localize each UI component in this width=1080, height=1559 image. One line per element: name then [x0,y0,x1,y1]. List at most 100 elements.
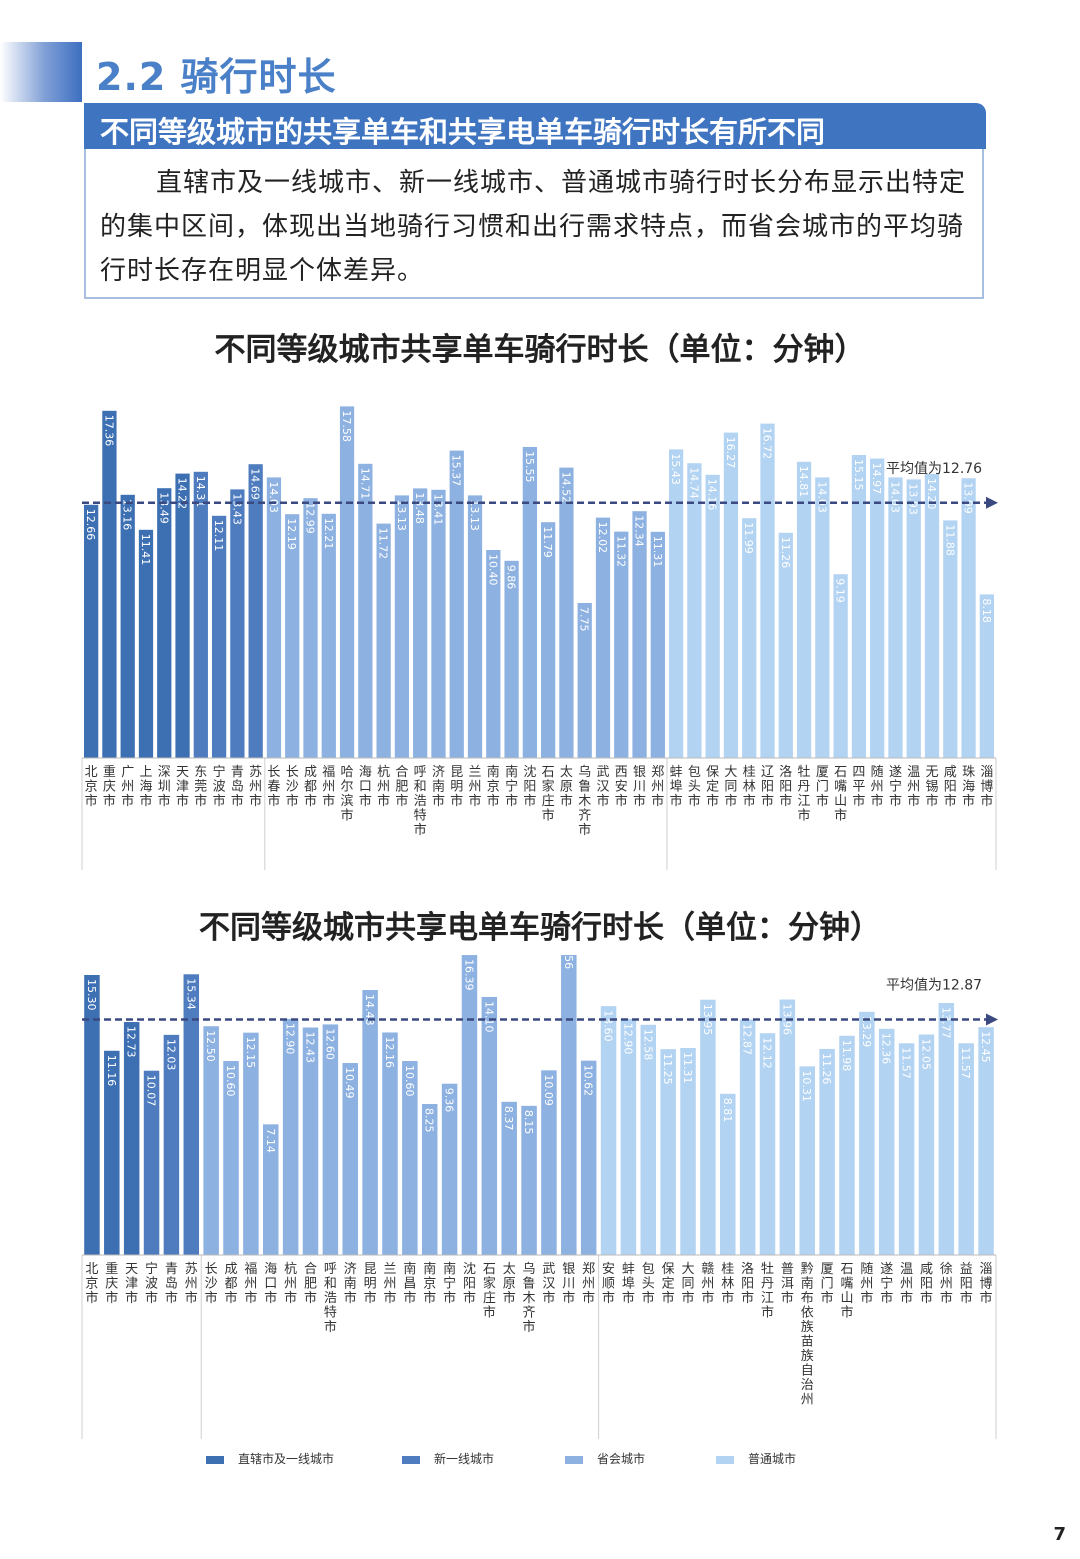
chart2-data-label: 11.57 [959,1047,972,1079]
chart1-data-label: 12.21 [322,518,335,550]
chart1-category-label: 天津市 [176,765,189,809]
chart2-category-label: 淄博市 [980,1262,993,1306]
chart2-bar [779,999,796,1255]
chart2-data-label: 11.57 [900,1047,913,1079]
chart1-data-label: 7.75 [578,607,591,632]
chart2-category-label: 徐州市 [940,1262,953,1306]
chart2-category-label: 苏州市 [185,1261,198,1306]
chart2-category-label: 石家庄市 [483,1262,496,1321]
chart1-bar [668,449,684,758]
chart1-category-label: 长春市 [267,765,280,809]
chart2-category-label: 杭州市 [284,1262,297,1306]
chart1-data-label: 15.37 [450,455,463,487]
chart2-category-label: 天津市 [125,1262,138,1306]
chart2-category-label: 海口市 [264,1262,277,1306]
chart1-bar [614,531,629,758]
chart2-data-label: 11.31 [681,1052,694,1084]
chart1-bar [961,478,976,758]
chart1-data-label: 11.99 [742,522,755,554]
chart1-data-label: 15.55 [523,451,536,483]
chart2-category-label: 桂林市 [721,1262,734,1306]
chart1-data-label: 11.31 [651,536,664,568]
chart1-data-label: 11.79 [541,526,554,558]
chart1-bar [778,532,793,758]
chart1-bar [84,504,99,758]
chart1-bar [577,603,592,758]
chart2-average-arrow [986,1013,998,1026]
chart1-category-label: 呼和浩特市 [414,765,427,838]
chart2-data-label: 8.81 [721,1098,734,1123]
chart1-category-label: 石家庄市 [542,765,555,824]
chart2-bar [660,1049,676,1255]
chart1-category-label: 宁波市 [213,764,226,809]
chart1-bar [979,594,994,758]
chart2-bar [302,1027,319,1255]
legend-item-ordinary: 普通城市 [716,1450,796,1470]
chart2-data-label: 12.60 [323,1028,336,1060]
chart2-data-label: 10.62 [582,1065,595,1097]
chart1-bar [833,574,848,758]
chart2-category-label: 重庆市 [105,1261,118,1306]
chart1-bar [650,531,665,758]
chart2-data-label: 15.30 [85,979,98,1011]
chart1-data-label: 13.13 [395,499,408,531]
chart2-data-label: 12.73 [125,1026,138,1058]
chart1-bar [120,494,135,758]
chart2-category-label: 石嘴山市 [840,1262,853,1321]
chart2-category-label: 北京市 [85,1262,98,1306]
chart2-category-label: 安顺市 [602,1262,615,1306]
chart1-bar [211,515,227,758]
chart2-category-label: 保定市 [662,1262,675,1306]
chart1-bar [248,464,263,758]
chart2-bar [839,1035,855,1255]
legend-label-newtier1: 新一线城市 [434,1452,495,1466]
chart1-category-label: 随州市 [871,765,884,809]
legend-item-newtier1: 新一线城市 [402,1450,494,1470]
chart2-data-label: 12.36 [880,1033,893,1065]
chart1-category-label: 深圳市 [158,765,171,809]
chart1-data-label: 14.16 [706,479,719,511]
legend-swatch-ordinary [716,1455,734,1464]
chart2-category-label: 宁波市 [145,1261,158,1306]
chart1-average-arrow [986,496,998,509]
chart2-category-label: 兰州市 [383,1262,396,1306]
chart1-category-label: 大同市 [724,765,737,809]
page-number: 7 [1053,1524,1066,1545]
chart1-data-label: 14.52 [559,472,572,504]
chart1-title: 不同等级城市共享单车骑行时长（单位：分钟） [214,332,866,368]
chart2-category-label: 福州市 [244,1262,257,1306]
legend: 直辖市及一线城市 新一线城市 省会城市 普通城市 [0,1450,1080,1470]
chart2-bar [382,1032,398,1255]
chart1-category-label: 厦门市 [816,765,829,809]
chart1-bar [102,410,117,758]
chart2-category-label: 银川市 [562,1262,575,1306]
chart1-bar [559,467,574,758]
chart1-category-label: 哈尔滨市 [341,765,354,824]
chart1-data-label: 13.13 [468,499,481,531]
chart2-data-label: 13.77 [939,1007,952,1039]
chart1-bar [175,473,190,758]
chart1-bar [321,513,336,758]
chart2-bar [958,1043,974,1255]
chart1-category-label: 珠海市 [962,765,975,809]
chart1-category-label: 太原市 [560,765,573,809]
chart1-category-label: 青岛市 [231,765,244,809]
chart1-bar [723,432,739,758]
chart2-bar [561,955,577,1255]
chart1-data-label: 11.41 [139,534,152,566]
chart1-category-label: 包头市 [688,765,701,809]
chart2-bar [421,1104,438,1255]
chart1-data-label: 10.40 [486,554,499,586]
chart2-data-label: 15.34 [184,978,197,1010]
chart1-category-label: 长沙市 [286,765,299,809]
chart2-category-label: 合肥市 [304,1262,317,1306]
chart1-bar [394,495,410,758]
chart2-bar [143,1070,160,1255]
chart2-data-label: 12.03 [164,1039,177,1071]
chart2-data-label: 12.58 [641,1029,654,1061]
chart1-bar [230,489,245,758]
chart2-average-label: 平均值为12.87 [886,977,982,993]
chart2-bar [799,1066,815,1255]
chart1-bar [138,529,154,758]
chart1-data-label: 11.72 [377,528,390,560]
